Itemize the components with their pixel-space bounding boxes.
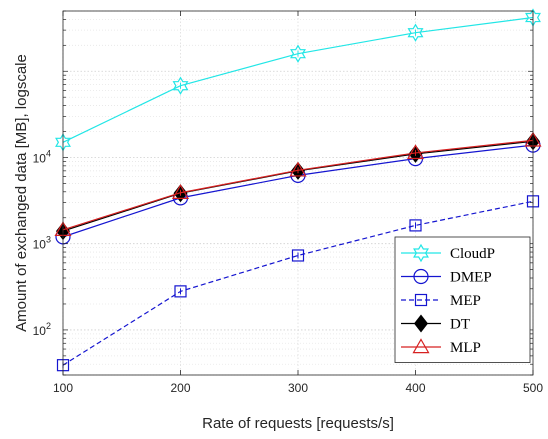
- y-tick-label: 104: [33, 148, 51, 165]
- x-axis-label: Rate of requests [requests/s]: [202, 415, 394, 432]
- x-tick-label: 400: [405, 381, 425, 395]
- hexagram-marker: [407, 23, 424, 42]
- triangle-marker: [289, 161, 307, 177]
- square-marker: [174, 285, 187, 298]
- triangle-marker: [171, 184, 190, 199]
- square-marker: [409, 219, 422, 232]
- legend: CloudP DMEP MEP DT MLP: [394, 236, 531, 363]
- x-tick-label: 200: [170, 381, 190, 395]
- legend-item: CloudP: [401, 243, 495, 263]
- square-marker: [291, 249, 305, 262]
- y-tick-labels: 102 103 104: [33, 148, 51, 337]
- legend-label: CloudP: [450, 246, 495, 262]
- y-tick-label: 103: [33, 235, 51, 252]
- ticks: [62, 10, 534, 376]
- triangle-marker: [412, 338, 430, 354]
- triangle-marker: [406, 144, 425, 160]
- legend-label: MLP: [450, 340, 481, 356]
- x-tick-label: 500: [523, 381, 543, 395]
- legend-item: MLP: [401, 338, 481, 356]
- x-tick-label: 300: [288, 381, 308, 395]
- legend-item: MEP: [401, 293, 481, 309]
- hexagram-marker: [413, 243, 429, 263]
- legend-label: DT: [450, 317, 470, 333]
- series-line: [62, 200, 534, 366]
- grid: [62, 10, 534, 376]
- legend-label: DMEP: [450, 270, 492, 286]
- diamond-marker: [413, 314, 429, 333]
- square-marker: [414, 293, 428, 307]
- x-tick-label: 100: [53, 381, 73, 395]
- x-tick-labels: 100 200 300 400 500: [53, 381, 543, 395]
- series-mlp: [54, 131, 542, 237]
- legend-item: DT: [401, 314, 470, 333]
- circle-marker: [413, 268, 429, 285]
- series-cloudp: [55, 8, 541, 152]
- hexagram-marker: [172, 76, 189, 95]
- y-tick-label: 102: [33, 321, 51, 338]
- legend-item: DMEP: [401, 268, 492, 286]
- y-axis-label: Amount of exchanged data [MB], logscale: [13, 54, 30, 332]
- hexagram-marker: [290, 44, 306, 63]
- legend-label: MEP: [450, 293, 481, 309]
